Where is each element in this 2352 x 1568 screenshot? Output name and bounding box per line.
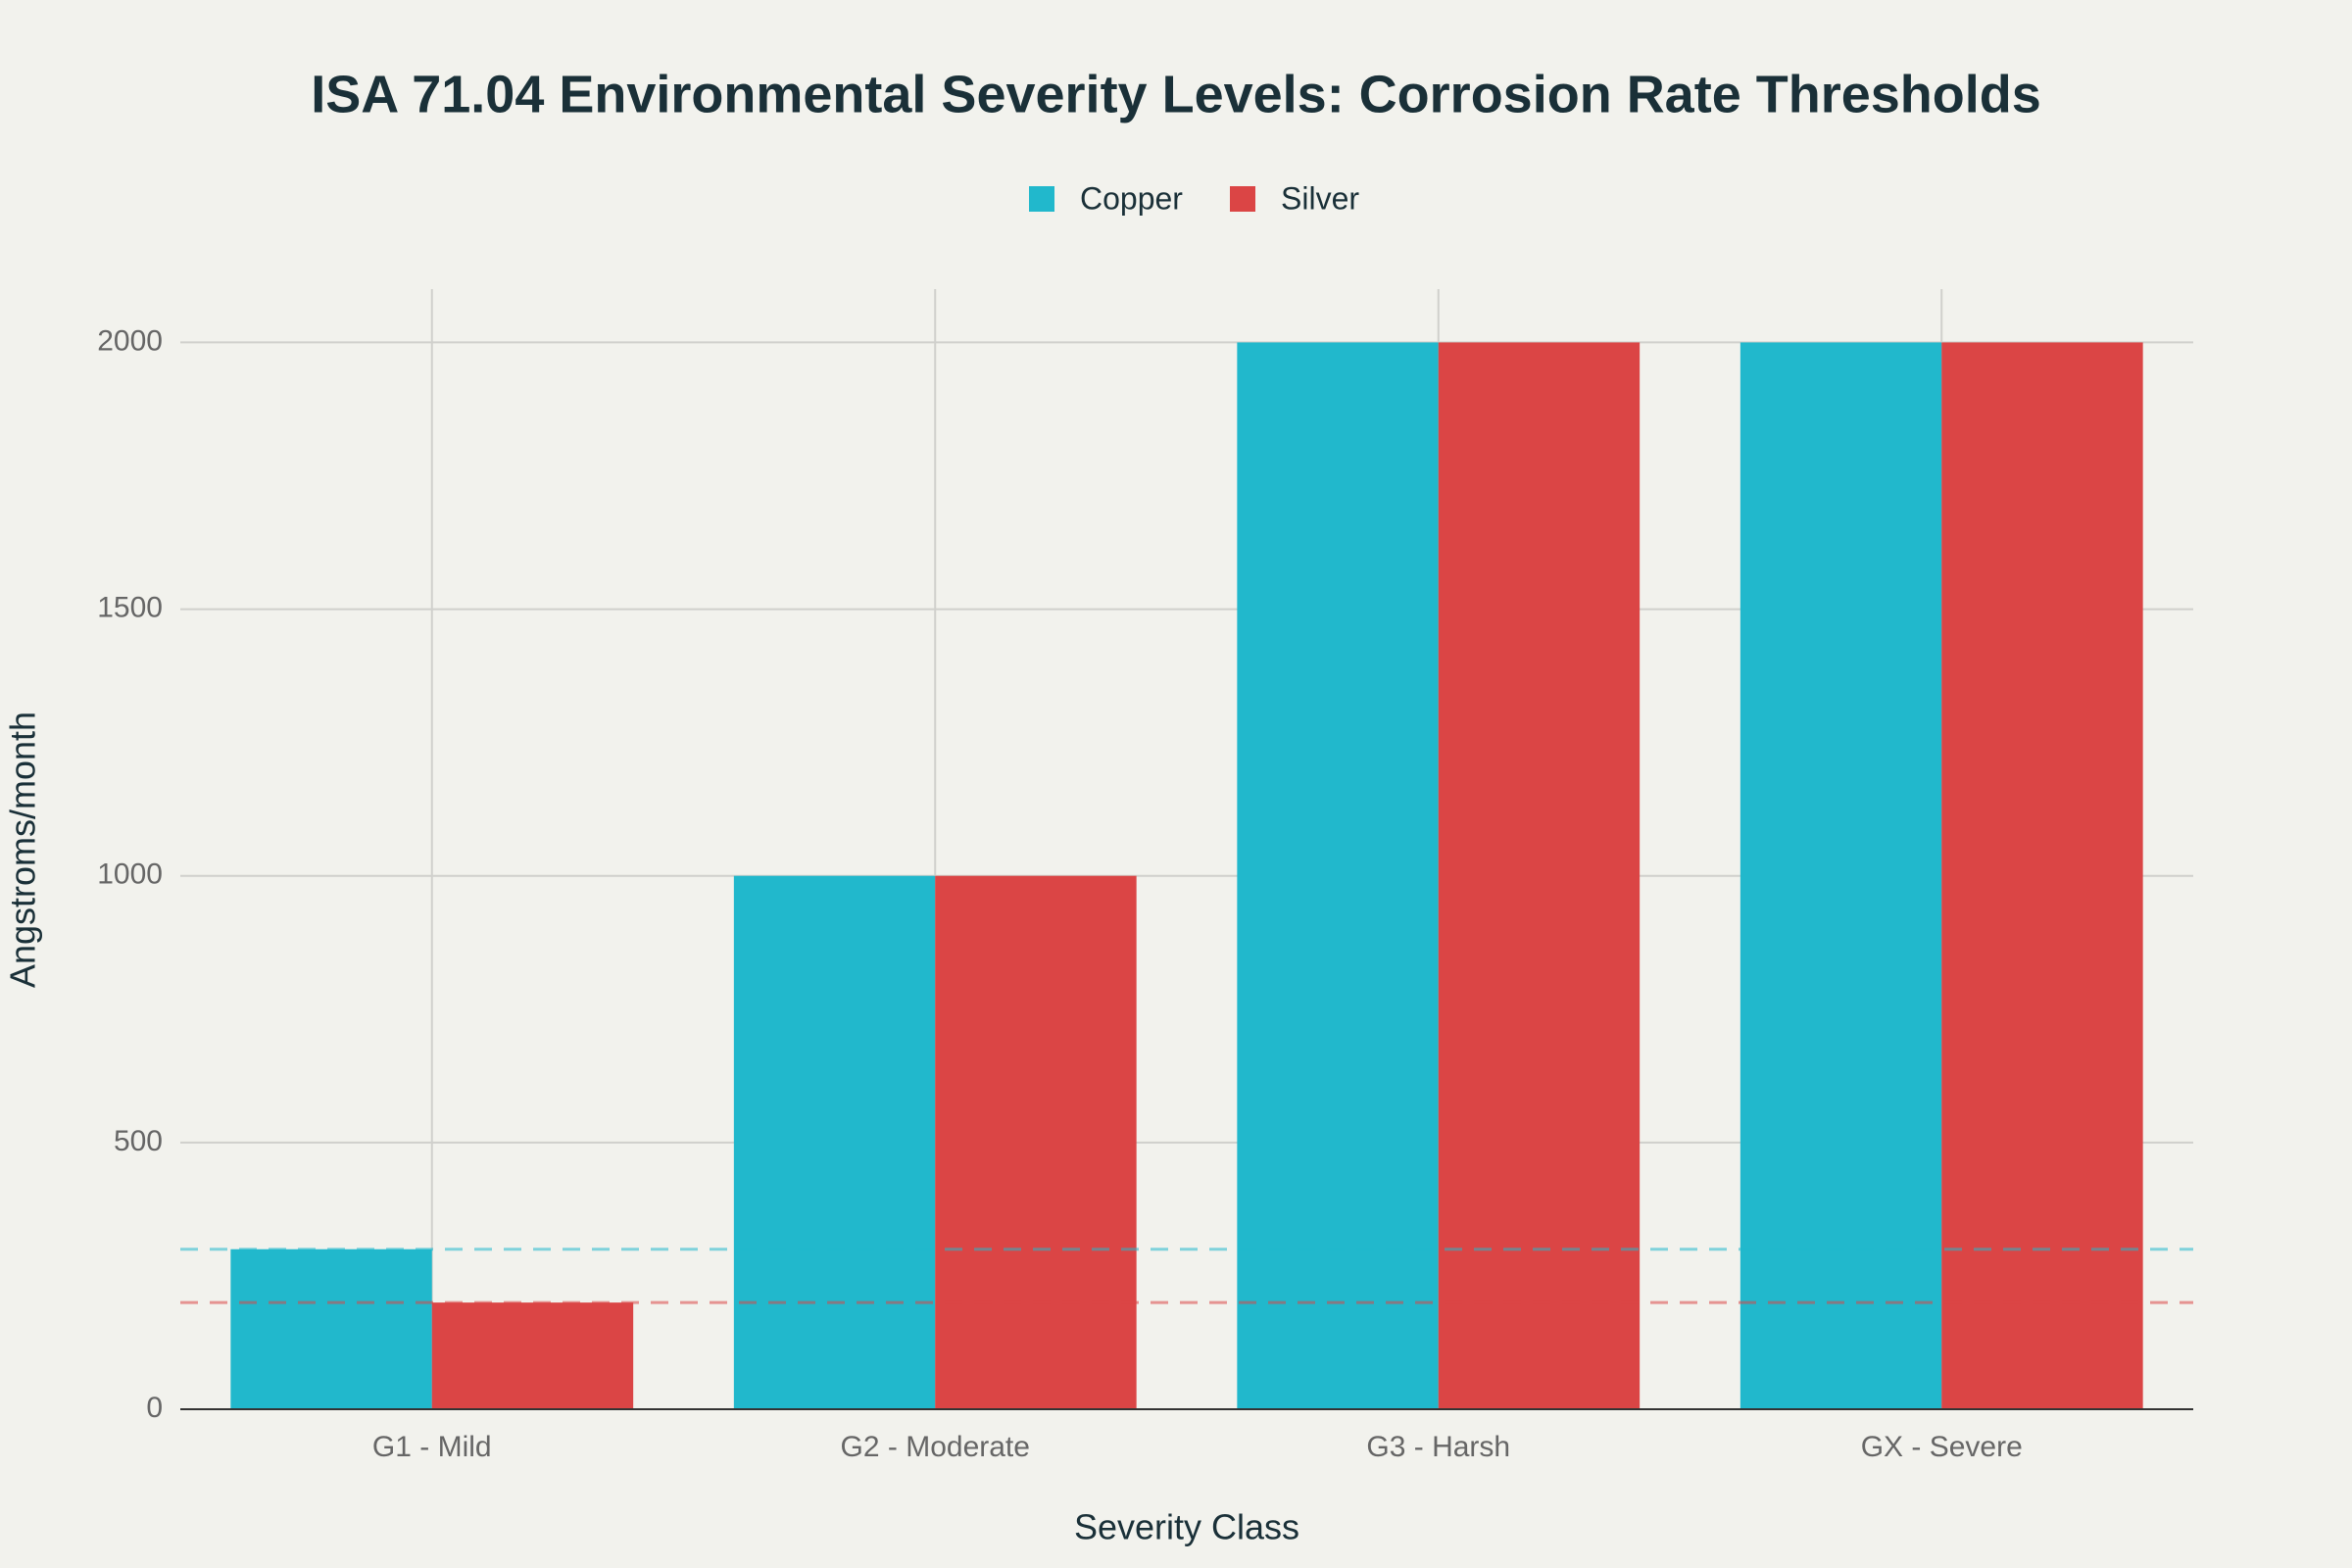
bar (431, 1302, 634, 1409)
y-tick-label: 0 (146, 1392, 163, 1424)
y-tick-label: 2000 (97, 324, 163, 357)
bar (1438, 342, 1641, 1409)
x-tick-label: GX - Severe (1861, 1431, 2023, 1463)
legend-swatch (1029, 186, 1054, 212)
legend-label: Copper (1080, 180, 1183, 216)
x-tick-label: G2 - Moderate (841, 1431, 1030, 1463)
bar (1237, 342, 1439, 1409)
y-tick-label: 1500 (97, 591, 163, 623)
x-tick-label: G3 - Harsh (1366, 1431, 1510, 1463)
legend-label: Silver (1281, 180, 1359, 216)
bar (1740, 342, 1942, 1409)
y-axis-title: Angstroms/month (3, 711, 43, 988)
bar (935, 875, 1137, 1409)
bar (1941, 342, 2143, 1409)
bar (733, 875, 936, 1409)
y-tick-label: 500 (114, 1125, 163, 1157)
chart-title: ISA 71.04 Environmental Severity Levels:… (311, 65, 2041, 123)
y-tick-label: 1000 (97, 858, 163, 891)
legend-swatch (1230, 186, 1255, 212)
bar (230, 1249, 432, 1409)
x-axis-title: Severity Class (1074, 1507, 1299, 1547)
x-tick-label: G1 - Mild (372, 1431, 492, 1463)
